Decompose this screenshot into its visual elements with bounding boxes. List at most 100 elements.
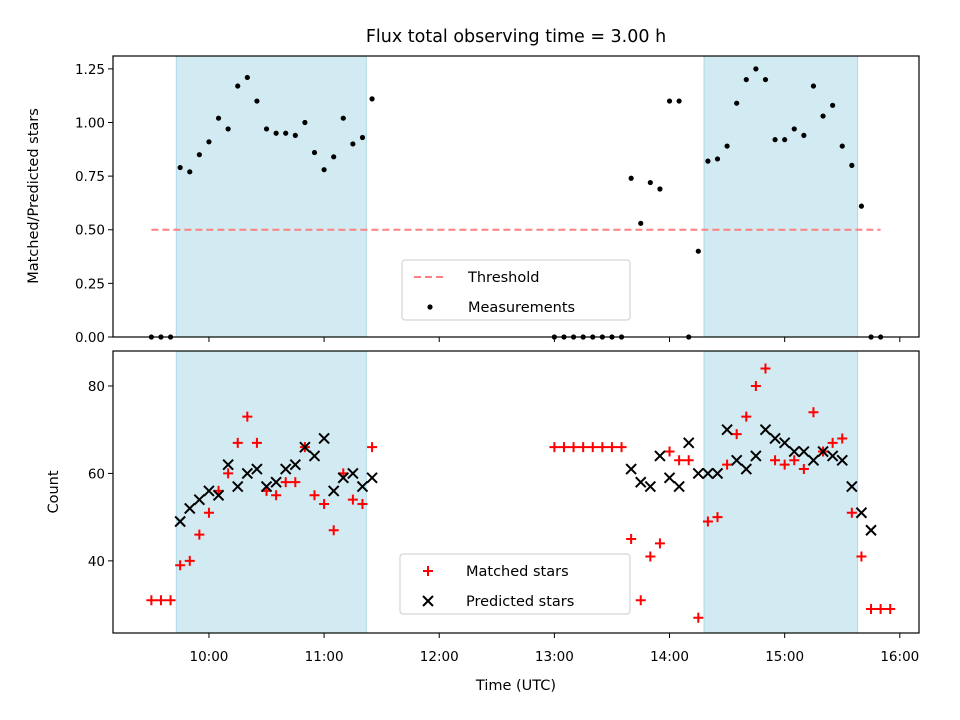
predicted-star-point — [347, 467, 359, 480]
matched-star-point — [674, 455, 685, 466]
matched-star-point — [846, 507, 857, 518]
shaded-interval-2 — [703, 55, 859, 338]
predicted-star-point — [788, 445, 800, 458]
predicted-star-point — [289, 458, 302, 471]
matched-star-point — [242, 411, 253, 422]
predicted-star-point — [232, 480, 244, 493]
measurement-point — [714, 156, 721, 162]
predicted-star-point — [222, 458, 234, 471]
matched-star-point — [146, 595, 157, 606]
predicted-star-point — [366, 472, 378, 484]
predicted-star-point — [826, 450, 839, 462]
matched-star-point — [319, 499, 330, 510]
predicted-star-point — [299, 441, 311, 453]
measurement-point — [638, 220, 644, 226]
matched-star-point — [328, 525, 339, 536]
measurement-point — [801, 132, 807, 138]
matched-star-point — [722, 459, 733, 470]
y-tick-label: 0.50 — [75, 223, 105, 239]
measurement-point — [263, 126, 270, 132]
matched-star-point — [549, 442, 560, 453]
chart-title: Flux total observing time = 3.00 h — [366, 27, 666, 47]
x-axis-label: Time (UTC) — [475, 678, 556, 694]
count-y-axis-label: Count — [46, 470, 62, 513]
predicted-star-point — [836, 454, 848, 467]
matched-star-point — [731, 429, 742, 440]
x-tick-label: 12:00 — [420, 649, 459, 665]
matched-star-point — [693, 612, 704, 623]
matched-star-point — [606, 442, 617, 453]
matched-star-point — [290, 477, 301, 488]
matched-star-point — [741, 411, 752, 422]
predicted-star-point — [778, 437, 791, 449]
measurement-point — [177, 164, 183, 171]
legend-label: Predicted stars — [466, 594, 574, 610]
predicted-star-point — [280, 463, 292, 475]
predicted-star-point — [711, 467, 724, 480]
matched-star-point — [558, 442, 569, 453]
predicted-star-point — [356, 480, 369, 493]
ratio-x-ticks — [208, 337, 901, 342]
measurement-point — [187, 169, 193, 175]
count-legend: Matched stars Predicted stars — [399, 553, 631, 615]
predicted-star-point — [683, 437, 695, 449]
y-tick-label: 80 — [88, 379, 105, 395]
matched-star-point — [367, 442, 378, 453]
predicted-star-point — [184, 502, 196, 515]
measurement-point — [340, 115, 346, 121]
predicted-star-point — [212, 489, 225, 501]
predicted-star-point — [865, 524, 877, 536]
matched-star-point — [597, 442, 608, 453]
matched-star-point — [309, 490, 320, 501]
predicted-star-point — [251, 463, 263, 475]
matched-star-point — [770, 455, 781, 466]
measurement-point — [215, 115, 222, 121]
y-tick-label: 0.00 — [75, 330, 105, 346]
x-tick-label: 10:00 — [189, 649, 228, 665]
measurement-point — [350, 141, 356, 147]
predicted-star-point — [721, 423, 733, 436]
measurement-point — [196, 152, 202, 158]
matched-star-point — [654, 538, 665, 549]
matched-star-point — [357, 499, 368, 510]
predicted-star-point — [730, 454, 743, 467]
x-tick-label: 16:00 — [880, 649, 919, 665]
predicted-star-point — [750, 450, 762, 462]
matched-star-point — [702, 516, 713, 527]
measurement-point — [820, 113, 826, 119]
measurement-point — [753, 66, 759, 72]
legend-box — [399, 553, 631, 615]
series-predicted-stars — [174, 423, 877, 536]
matched-star-point — [271, 490, 282, 501]
measurement-point — [235, 83, 241, 89]
measurement-point — [839, 143, 845, 149]
x-tick-label: 11:00 — [305, 649, 344, 665]
matched-star-point — [808, 407, 819, 418]
matched-star-point — [798, 464, 809, 475]
measurement-point — [244, 74, 250, 81]
matched-star-point — [568, 442, 579, 453]
matched-star-point — [280, 477, 291, 488]
matched-star-point — [827, 437, 838, 448]
predicted-star-point — [740, 463, 752, 475]
measurement-point — [331, 154, 337, 160]
ratio-legend: Threshold Measurements — [401, 259, 631, 321]
matched-star-point — [251, 437, 262, 448]
measurement-point — [772, 137, 778, 143]
measurement-point — [849, 162, 855, 168]
matched-star-point — [875, 603, 886, 614]
measurement-point — [830, 102, 836, 108]
measurement-point — [206, 139, 212, 145]
ratio-panel-frame — [112, 55, 920, 338]
count-points — [146, 363, 896, 623]
measurement-point — [705, 158, 711, 164]
predicted-star-point — [798, 445, 810, 458]
measurement-point — [292, 132, 298, 138]
x-tick-label: 13:00 — [535, 649, 574, 665]
measurement-point — [273, 130, 279, 136]
matched-star-point — [165, 595, 176, 606]
matched-star-point — [779, 459, 790, 470]
predicted-star-point — [203, 485, 215, 497]
predicted-star-point — [270, 476, 282, 488]
measurement-point — [321, 167, 327, 173]
